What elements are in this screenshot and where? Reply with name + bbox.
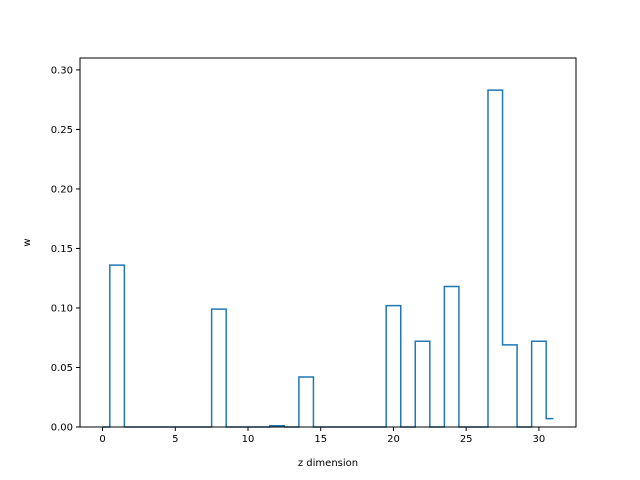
x-tick-label: 15	[314, 434, 327, 445]
plot-area	[80, 58, 576, 427]
y-tick-label: 0.00	[51, 423, 73, 434]
x-tick-label: 0	[99, 434, 105, 445]
plot-frame	[79, 57, 577, 428]
x-tick-label: 30	[533, 434, 546, 445]
x-axis-label: z dimension	[298, 458, 358, 469]
y-tick-label: 0.05	[51, 363, 73, 374]
x-tick-label: 5	[172, 434, 178, 445]
y-tick-label: 0.20	[51, 184, 73, 195]
x-tick-label: 20	[387, 434, 400, 445]
x-tick-label: 25	[460, 434, 473, 445]
y-axis-label: w	[22, 238, 33, 246]
y-tick-label: 0.15	[51, 244, 73, 255]
y-tick-label: 0.10	[51, 303, 73, 314]
y-tick-label: 0.25	[51, 125, 73, 136]
x-axis-ticks: 0 5 10 15 20 25 30	[99, 427, 545, 445]
y-tick-label: 0.30	[51, 65, 73, 76]
y-axis-ticks: 0.00 0.05 0.10 0.15 0.20 0.25 0.30	[51, 65, 80, 434]
x-tick-label: 10	[242, 434, 255, 445]
